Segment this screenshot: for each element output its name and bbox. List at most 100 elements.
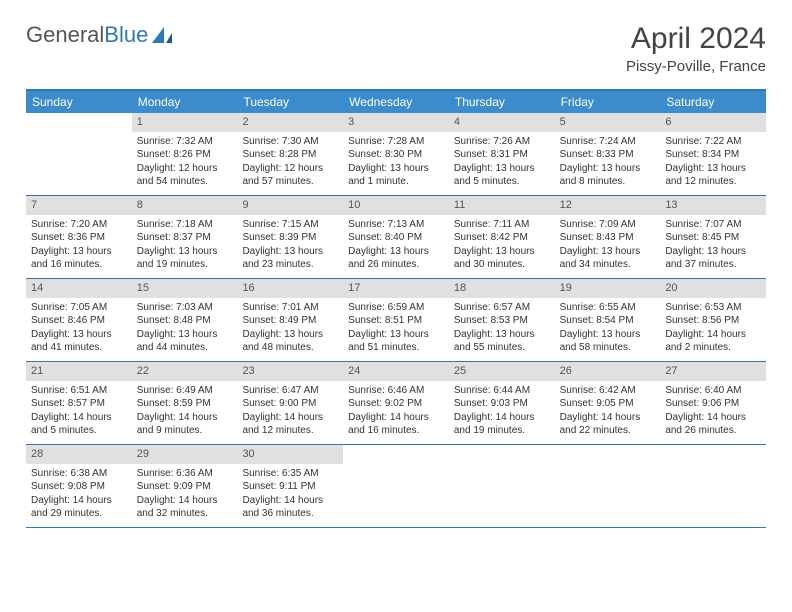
sunrise-line: Sunrise: 7:07 AM [665, 218, 761, 232]
day-cell: 20Sunrise: 6:53 AMSunset: 8:56 PMDayligh… [660, 279, 766, 361]
sunset-line: Sunset: 8:46 PM [31, 314, 127, 328]
day-cell: 2Sunrise: 7:30 AMSunset: 8:28 PMDaylight… [237, 113, 343, 195]
day-cell: 19Sunrise: 6:55 AMSunset: 8:54 PMDayligh… [555, 279, 661, 361]
day-number: 11 [449, 196, 555, 215]
day-number: 18 [449, 279, 555, 298]
sunrise-line: Sunrise: 7:11 AM [454, 218, 550, 232]
day-body: Sunrise: 7:18 AMSunset: 8:37 PMDaylight:… [132, 215, 238, 277]
day-cell: 6Sunrise: 7:22 AMSunset: 8:34 PMDaylight… [660, 113, 766, 195]
day-number: 25 [449, 362, 555, 381]
day-cell: 11Sunrise: 7:11 AMSunset: 8:42 PMDayligh… [449, 196, 555, 278]
sunrise-line: Sunrise: 6:40 AM [665, 384, 761, 398]
sunset-line: Sunset: 8:33 PM [560, 148, 656, 162]
day-body: Sunrise: 7:22 AMSunset: 8:34 PMDaylight:… [660, 132, 766, 194]
day-of-week-header: Thursday [449, 91, 555, 113]
sunset-line: Sunset: 8:42 PM [454, 231, 550, 245]
sunrise-line: Sunrise: 6:47 AM [242, 384, 338, 398]
daylight-line: Daylight: 13 hours and 30 minutes. [454, 245, 550, 272]
sunrise-line: Sunrise: 6:42 AM [560, 384, 656, 398]
sunset-line: Sunset: 8:39 PM [242, 231, 338, 245]
day-cell: 9Sunrise: 7:15 AMSunset: 8:39 PMDaylight… [237, 196, 343, 278]
day-cell: 28Sunrise: 6:38 AMSunset: 9:08 PMDayligh… [26, 445, 132, 527]
day-of-week-header: Friday [555, 91, 661, 113]
logo-text-blue: Blue [104, 22, 148, 48]
sunrise-line: Sunrise: 7:20 AM [31, 218, 127, 232]
day-body: Sunrise: 7:05 AMSunset: 8:46 PMDaylight:… [26, 298, 132, 360]
daylight-line: Daylight: 13 hours and 1 minute. [348, 162, 444, 189]
week-row: 14Sunrise: 7:05 AMSunset: 8:46 PMDayligh… [26, 279, 766, 362]
day-number: 8 [132, 196, 238, 215]
day-cell: 14Sunrise: 7:05 AMSunset: 8:46 PMDayligh… [26, 279, 132, 361]
sunset-line: Sunset: 8:36 PM [31, 231, 127, 245]
sunset-line: Sunset: 9:06 PM [665, 397, 761, 411]
daylight-line: Daylight: 13 hours and 48 minutes. [242, 328, 338, 355]
day-body: Sunrise: 6:55 AMSunset: 8:54 PMDaylight:… [555, 298, 661, 360]
sunset-line: Sunset: 9:09 PM [137, 480, 233, 494]
sunrise-line: Sunrise: 7:32 AM [137, 135, 233, 149]
day-cell: 27Sunrise: 6:40 AMSunset: 9:06 PMDayligh… [660, 362, 766, 444]
day-body: Sunrise: 6:47 AMSunset: 9:00 PMDaylight:… [237, 381, 343, 443]
sunset-line: Sunset: 9:11 PM [242, 480, 338, 494]
day-of-week-header: Sunday [26, 91, 132, 113]
week-row: 7Sunrise: 7:20 AMSunset: 8:36 PMDaylight… [26, 196, 766, 279]
day-body: Sunrise: 6:59 AMSunset: 8:51 PMDaylight:… [343, 298, 449, 360]
sunrise-line: Sunrise: 7:28 AM [348, 135, 444, 149]
daylight-line: Daylight: 13 hours and 8 minutes. [560, 162, 656, 189]
sunset-line: Sunset: 9:03 PM [454, 397, 550, 411]
daylight-line: Daylight: 14 hours and 2 minutes. [665, 328, 761, 355]
day-body: Sunrise: 7:01 AMSunset: 8:49 PMDaylight:… [237, 298, 343, 360]
daylight-line: Daylight: 14 hours and 5 minutes. [31, 411, 127, 438]
day-body: Sunrise: 7:30 AMSunset: 8:28 PMDaylight:… [237, 132, 343, 194]
day-number: 12 [555, 196, 661, 215]
daylight-line: Daylight: 13 hours and 51 minutes. [348, 328, 444, 355]
daylight-line: Daylight: 14 hours and 22 minutes. [560, 411, 656, 438]
day-body: Sunrise: 7:32 AMSunset: 8:26 PMDaylight:… [132, 132, 238, 194]
sunrise-line: Sunrise: 6:55 AM [560, 301, 656, 315]
sunrise-line: Sunrise: 7:15 AM [242, 218, 338, 232]
sunset-line: Sunset: 8:30 PM [348, 148, 444, 162]
day-body: Sunrise: 7:11 AMSunset: 8:42 PMDaylight:… [449, 215, 555, 277]
sunrise-line: Sunrise: 6:59 AM [348, 301, 444, 315]
day-number: 14 [26, 279, 132, 298]
day-body: Sunrise: 7:15 AMSunset: 8:39 PMDaylight:… [237, 215, 343, 277]
day-body: Sunrise: 6:46 AMSunset: 9:02 PMDaylight:… [343, 381, 449, 443]
daylight-line: Daylight: 13 hours and 58 minutes. [560, 328, 656, 355]
month-title: April 2024 [626, 22, 766, 56]
sunset-line: Sunset: 9:08 PM [31, 480, 127, 494]
daylight-line: Daylight: 14 hours and 9 minutes. [137, 411, 233, 438]
day-body: Sunrise: 6:51 AMSunset: 8:57 PMDaylight:… [26, 381, 132, 443]
day-number: 15 [132, 279, 238, 298]
day-number: 27 [660, 362, 766, 381]
day-cell [26, 113, 132, 195]
daylight-line: Daylight: 13 hours and 12 minutes. [665, 162, 761, 189]
sunrise-line: Sunrise: 7:05 AM [31, 301, 127, 315]
day-number: 13 [660, 196, 766, 215]
day-cell: 3Sunrise: 7:28 AMSunset: 8:30 PMDaylight… [343, 113, 449, 195]
week-row: 1Sunrise: 7:32 AMSunset: 8:26 PMDaylight… [26, 113, 766, 196]
day-number: 20 [660, 279, 766, 298]
week-row: 28Sunrise: 6:38 AMSunset: 9:08 PMDayligh… [26, 445, 766, 528]
sunset-line: Sunset: 8:26 PM [137, 148, 233, 162]
day-cell: 18Sunrise: 6:57 AMSunset: 8:53 PMDayligh… [449, 279, 555, 361]
day-body: Sunrise: 6:44 AMSunset: 9:03 PMDaylight:… [449, 381, 555, 443]
sunset-line: Sunset: 8:53 PM [454, 314, 550, 328]
sunset-line: Sunset: 8:31 PM [454, 148, 550, 162]
day-number: 4 [449, 113, 555, 132]
day-cell [343, 445, 449, 527]
sunset-line: Sunset: 8:51 PM [348, 314, 444, 328]
sunset-line: Sunset: 8:28 PM [242, 148, 338, 162]
sunrise-line: Sunrise: 6:51 AM [31, 384, 127, 398]
day-cell [660, 445, 766, 527]
day-cell: 29Sunrise: 6:36 AMSunset: 9:09 PMDayligh… [132, 445, 238, 527]
day-body: Sunrise: 7:07 AMSunset: 8:45 PMDaylight:… [660, 215, 766, 277]
day-body: Sunrise: 7:09 AMSunset: 8:43 PMDaylight:… [555, 215, 661, 277]
sunrise-line: Sunrise: 6:53 AM [665, 301, 761, 315]
day-cell: 17Sunrise: 6:59 AMSunset: 8:51 PMDayligh… [343, 279, 449, 361]
day-cell: 5Sunrise: 7:24 AMSunset: 8:33 PMDaylight… [555, 113, 661, 195]
daylight-line: Daylight: 12 hours and 57 minutes. [242, 162, 338, 189]
day-number: 6 [660, 113, 766, 132]
day-cell: 16Sunrise: 7:01 AMSunset: 8:49 PMDayligh… [237, 279, 343, 361]
daylight-line: Daylight: 12 hours and 54 minutes. [137, 162, 233, 189]
day-body: Sunrise: 6:57 AMSunset: 8:53 PMDaylight:… [449, 298, 555, 360]
day-number: 26 [555, 362, 661, 381]
